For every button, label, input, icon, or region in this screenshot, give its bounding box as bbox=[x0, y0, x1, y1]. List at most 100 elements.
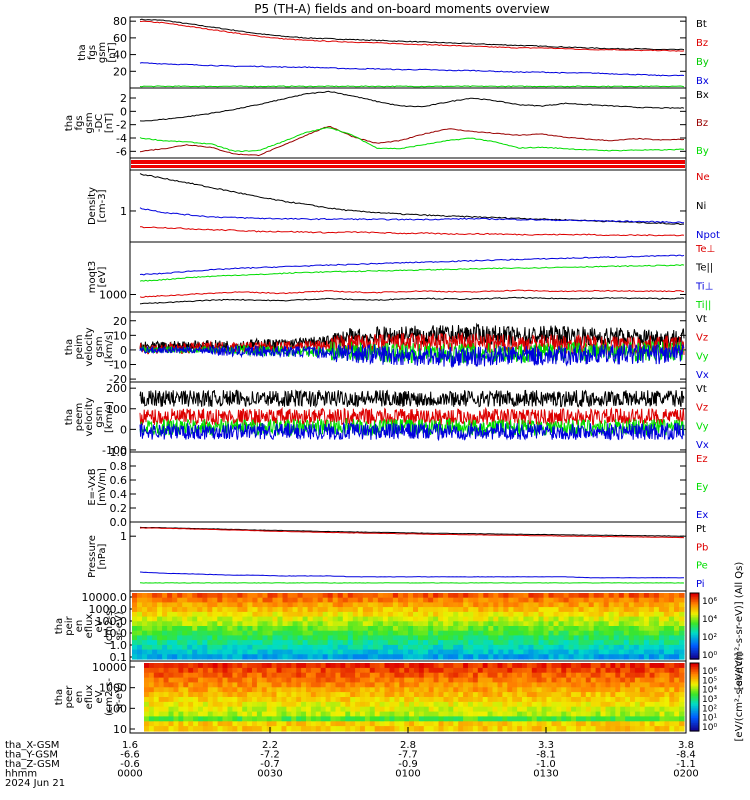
spectrogram-cell bbox=[468, 640, 474, 646]
spectrogram-cell bbox=[367, 602, 374, 608]
spectrogram-cell bbox=[533, 635, 540, 641]
spectrogram-cell bbox=[325, 677, 332, 684]
spectrogram-cell bbox=[222, 626, 228, 632]
spectrogram-cell bbox=[443, 677, 449, 684]
spectrogram-cell bbox=[389, 697, 395, 703]
spectrogram-cell bbox=[317, 616, 324, 622]
spectrogram-cell bbox=[379, 667, 386, 674]
spectrogram-cell bbox=[585, 672, 592, 679]
spectrogram-cell bbox=[468, 697, 474, 703]
spectrogram-cell bbox=[482, 692, 489, 698]
spectrogram-cell bbox=[173, 677, 179, 684]
spectrogram-cell bbox=[644, 677, 651, 684]
spectrogram-cell bbox=[367, 597, 374, 603]
spectrogram-cell bbox=[493, 602, 499, 608]
spectrogram-cell bbox=[443, 602, 449, 608]
spectrogram-cell bbox=[613, 649, 620, 655]
spectrogram-cell bbox=[162, 621, 168, 627]
spectrogram-cell bbox=[183, 706, 189, 713]
spectrogram-cell bbox=[414, 677, 420, 684]
spectrogram-cell bbox=[317, 597, 324, 603]
spectrogram-cell bbox=[628, 602, 635, 608]
spectrogram-cell bbox=[488, 593, 494, 599]
spectrogram-cell bbox=[428, 616, 434, 622]
spectrogram-cell bbox=[202, 607, 208, 613]
spectrogram-cell bbox=[330, 706, 336, 713]
spectrogram-cell bbox=[403, 593, 409, 599]
spectrogram-cell bbox=[168, 663, 174, 669]
spectrogram-cell bbox=[526, 701, 533, 708]
spectrogram-cell bbox=[639, 701, 646, 708]
spectrogram-cell bbox=[576, 726, 582, 732]
spectrogram-cell bbox=[262, 621, 269, 627]
spectrogram-cell bbox=[522, 716, 528, 722]
spectrogram-cell bbox=[633, 635, 640, 641]
spectrogram-cell bbox=[409, 726, 415, 732]
spectrogram-cell bbox=[222, 644, 228, 651]
spectrogram-cell bbox=[242, 654, 248, 660]
spectrogram-cell bbox=[202, 687, 209, 693]
spectrogram-cell bbox=[315, 672, 322, 679]
spectrogram-cell bbox=[512, 687, 518, 693]
legend-Vy: Vy bbox=[696, 421, 709, 432]
spectrogram-cell bbox=[325, 726, 332, 732]
ylabel-line: [km/s] bbox=[104, 331, 115, 363]
spectrogram-cell bbox=[148, 692, 155, 698]
spectrogram-cell bbox=[518, 635, 524, 641]
spectrogram-cell bbox=[202, 672, 209, 679]
spectrogram-cell bbox=[438, 711, 444, 718]
spectrogram-cell bbox=[668, 621, 675, 627]
spectrogram-cell bbox=[372, 635, 379, 641]
spectrogram-cell bbox=[653, 640, 660, 646]
spectrogram-cell bbox=[600, 677, 606, 684]
spectrogram-cell bbox=[517, 701, 523, 708]
spectrogram-cell bbox=[352, 644, 359, 651]
xaxis-value: 2.2 bbox=[262, 740, 278, 751]
spectrogram-cell bbox=[247, 630, 253, 636]
spectrogram-cell bbox=[335, 706, 341, 713]
spectrogram-cell bbox=[158, 687, 165, 693]
spectrogram-cell bbox=[142, 640, 148, 646]
spectrogram-cell bbox=[561, 682, 567, 688]
spectrogram-cell bbox=[340, 721, 346, 727]
spectrogram-cell bbox=[252, 701, 258, 708]
colorbar-cell bbox=[690, 697, 699, 700]
spectrogram-cell bbox=[384, 663, 390, 669]
spectrogram-cell bbox=[403, 640, 409, 646]
spectrogram-cell bbox=[433, 692, 440, 698]
spectrogram-cell bbox=[458, 672, 464, 679]
spectrogram-cell bbox=[217, 640, 223, 646]
spectrogram-cell bbox=[414, 711, 420, 718]
ytick-label: 10000 bbox=[92, 661, 127, 674]
spectrogram-cell bbox=[369, 667, 376, 674]
spectrogram-cell bbox=[222, 616, 228, 622]
spectrogram-cell bbox=[482, 721, 489, 727]
ytick-label: 1000.0 bbox=[89, 603, 128, 616]
spectrogram-cell bbox=[310, 692, 317, 698]
spectrogram-cell bbox=[613, 602, 620, 608]
spectrogram-cell bbox=[654, 726, 660, 732]
spectrogram-cell bbox=[536, 677, 543, 684]
spectrogram-cell bbox=[177, 630, 183, 636]
spectrogram-cell bbox=[538, 630, 545, 636]
spectrogram-cell bbox=[157, 630, 163, 636]
spectrogram-cell bbox=[257, 607, 264, 613]
spectrogram-cell bbox=[227, 721, 233, 727]
spectrogram-cell bbox=[648, 616, 655, 622]
colorbar-cell bbox=[690, 714, 699, 717]
spectrogram-cell bbox=[502, 706, 508, 713]
ylabel-line: eV bbox=[94, 690, 105, 703]
spectrogram-cell bbox=[668, 593, 675, 599]
spectrogram-cell bbox=[458, 726, 464, 732]
spectrogram-cell bbox=[566, 672, 572, 679]
spectrogram-cell bbox=[398, 654, 404, 660]
spectrogram-cell bbox=[453, 640, 459, 646]
spectrogram-cell bbox=[448, 616, 454, 622]
spectrogram-cell bbox=[551, 721, 557, 727]
spectrogram-cell bbox=[262, 597, 269, 603]
spectrogram-cell bbox=[674, 635, 680, 641]
spectrogram-cell bbox=[287, 597, 294, 603]
spectrogram-cell bbox=[237, 626, 243, 632]
series-Bz bbox=[139, 20, 685, 52]
spectrogram-cell bbox=[408, 644, 414, 651]
